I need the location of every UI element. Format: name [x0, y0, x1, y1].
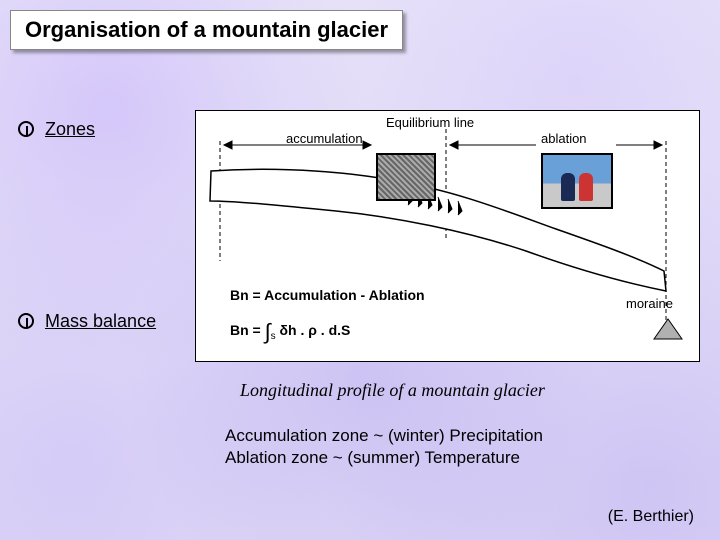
- bullet-icon: [18, 313, 34, 329]
- field-photo-thumbnail: [541, 153, 613, 209]
- formula-lhs: Bn =: [230, 322, 265, 338]
- formula-rhs: δh . ρ . d.S: [280, 322, 351, 338]
- body-line-2: Ablation zone ~ (summer) Temperature: [225, 447, 543, 469]
- formula-bn: Bn = Accumulation - Ablation: [230, 287, 425, 303]
- bullet-zones: Zones: [18, 118, 95, 140]
- bullet-icon: [18, 121, 34, 137]
- glacier-diagram: Equilibrium line accumulation ablation c…: [195, 110, 700, 362]
- body-line-1: Accumulation zone ~ (winter) Precipitati…: [225, 425, 543, 447]
- slide-title: Organisation of a mountain glacier: [10, 10, 403, 50]
- bullet-mass-balance: Mass balance: [18, 310, 156, 332]
- integral-sub: s: [271, 331, 276, 342]
- body-text: Accumulation zone ~ (winter) Precipitati…: [225, 425, 543, 469]
- bullet-mass-label: Mass balance: [45, 311, 156, 331]
- formula-integral: Bn = ∫s δh . ρ . d.S: [230, 319, 350, 345]
- credit: (E. Berthier): [608, 508, 694, 526]
- bullet-zones-label: Zones: [45, 119, 95, 139]
- diagram-caption: Longitudinal profile of a mountain glaci…: [240, 380, 545, 401]
- snowflake-thumbnail: [376, 153, 436, 201]
